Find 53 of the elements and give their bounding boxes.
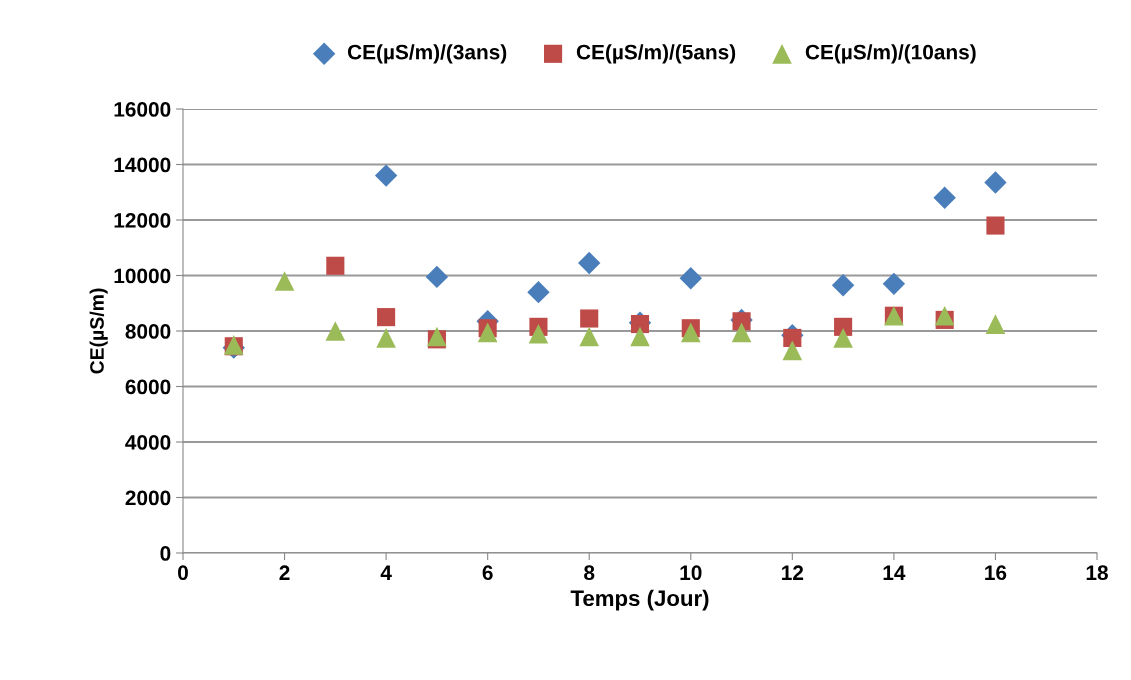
legend-label: CE(µS/m)/(5ans) xyxy=(576,44,736,64)
point xyxy=(425,265,449,289)
legend-label: CE(µS/m)/(3ans) xyxy=(347,44,507,64)
point xyxy=(831,274,855,297)
point xyxy=(578,251,601,275)
point xyxy=(934,305,955,326)
point xyxy=(985,314,1006,334)
y-axis-title: CE(µS/m) xyxy=(89,288,108,374)
point xyxy=(376,328,396,348)
point xyxy=(782,340,803,361)
point xyxy=(325,321,346,341)
point xyxy=(527,280,550,304)
x-tick-label: 8 xyxy=(584,565,595,581)
point xyxy=(986,216,1005,235)
point xyxy=(580,309,599,328)
point xyxy=(630,326,650,347)
point xyxy=(833,328,853,348)
point xyxy=(984,171,1007,194)
y-tick-label: 4000 xyxy=(125,435,171,450)
point xyxy=(731,322,752,343)
point xyxy=(477,322,498,343)
y-tick-label: 10000 xyxy=(114,268,171,284)
y-tick-label: 8000 xyxy=(125,324,171,339)
y-tick-label: 14000 xyxy=(114,157,171,173)
legend-label: CE(µS/m)/(10ans) xyxy=(805,44,976,64)
y-tick-label: 6000 xyxy=(125,379,171,395)
x-tick-label: 10 xyxy=(680,565,702,581)
y-tick-label: 0 xyxy=(160,546,171,561)
point xyxy=(326,256,345,275)
x-tick-label: 0 xyxy=(178,565,188,581)
point xyxy=(679,267,702,290)
y-tick-label: 2000 xyxy=(125,490,171,506)
x-tick-label: 16 xyxy=(985,565,1007,581)
y-tick-label: 12000 xyxy=(114,213,171,228)
point xyxy=(374,164,398,187)
point xyxy=(680,322,701,343)
point xyxy=(882,272,906,296)
point xyxy=(274,271,295,291)
point xyxy=(783,328,802,347)
x-tick-label: 14 xyxy=(883,565,906,580)
x-tick-label: 6 xyxy=(482,565,493,581)
point xyxy=(933,186,956,209)
point xyxy=(528,323,549,344)
point xyxy=(377,308,396,327)
x-axis-title: Temps (Jour) xyxy=(570,589,709,611)
point xyxy=(579,326,600,347)
point xyxy=(630,315,650,334)
x-tick-label: 12 xyxy=(782,565,804,580)
x-tick-label: 2 xyxy=(279,565,290,580)
point xyxy=(732,312,751,331)
x-tick-label: 4 xyxy=(380,565,392,580)
x-tick-label: 18 xyxy=(1086,565,1108,581)
y-tick-label: 16000 xyxy=(114,102,171,117)
